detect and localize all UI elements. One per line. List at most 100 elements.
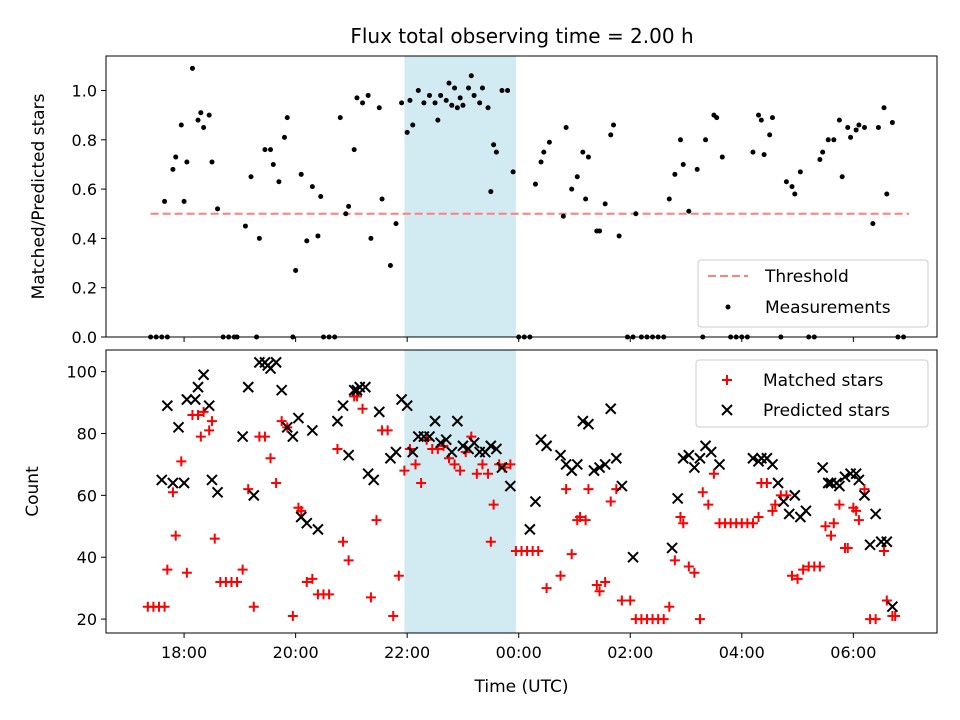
measurement-point [505,88,511,94]
predicted-star-point [627,551,639,563]
x-tick-label: 06:00 [830,643,876,662]
matched-star-point [243,484,254,495]
predicted-star-point [203,399,215,412]
matched-star-point [343,555,354,566]
matched-star-point [296,505,307,516]
measurement-point [889,120,895,126]
matched-star-point [842,542,853,553]
measurements-legend-label: Measurements [765,298,891,318]
matched-star-point [870,614,881,625]
predicted-star-point [211,486,224,498]
predicted-star-point [161,399,174,412]
measurement-point [861,124,867,130]
measurement-point [201,124,207,130]
measurement-point [538,159,544,165]
measurement-point [597,228,603,234]
measurement-point [284,115,290,121]
measurement-point [703,137,709,143]
measurement-point [825,137,831,143]
x-tick-label: 00:00 [496,643,542,662]
measurement-point [585,154,591,160]
matched-star-point [477,459,488,470]
predicted-star-point [582,418,595,430]
matched-star-point [533,546,544,557]
predicted-star-point [529,495,542,508]
matched-star-point [675,512,686,523]
predicted-star-point [864,539,876,551]
predicted-star-point [342,449,355,461]
measurement-point [432,100,438,106]
predicted-star-point [306,424,319,437]
matched-star-point [170,530,181,541]
matched-star-point [575,512,586,523]
matched-star-point [834,499,845,510]
predicted-star-point [554,449,567,461]
y-tick-label: 0.6 [72,180,97,199]
measurement-point [206,112,212,118]
matched-star-point [767,505,778,516]
matched-star-point [307,573,318,584]
matched-star-point [786,570,797,581]
measurement-point [611,122,617,128]
predicted-star-point [858,489,871,502]
predicted-star-point [270,356,282,369]
predicted-star-point [242,381,254,393]
measurement-point [510,169,516,175]
measurement-point [351,147,357,153]
matched-star-point [828,518,839,529]
predicted-star-point [853,474,865,486]
matched-star-point [287,610,298,621]
matched-star-point [193,409,204,420]
predicted-star-point [490,443,503,455]
matched-star-point [669,555,680,566]
predicted-star-point [301,517,313,529]
matched-star-point [505,459,516,470]
predicted-star-point [390,446,402,458]
measurement-point [376,105,382,111]
measurement-point [479,85,485,91]
ratio-plot-area [148,65,910,340]
predicted-star-point [156,474,168,486]
measurement-point [817,157,823,163]
measurement-point [256,235,262,241]
measurement-point [856,122,862,128]
measurement-point [488,189,494,195]
predicted-star-point [666,542,678,554]
predicted-star-point [331,415,344,427]
matched-star-point [881,595,892,606]
ratio-y-axis-label: Matched/Predicted stars [29,93,49,299]
matched-star-point [555,570,566,581]
measurement-point [460,102,466,108]
threshold-legend-label: Threshold [764,267,849,287]
matched-star-point [232,576,243,587]
measurement-point [769,115,775,121]
measurement-point [580,149,586,155]
y-tick-label: 0.4 [72,229,97,248]
measurement-point [694,166,700,172]
predicted-star-point [540,440,553,452]
measurement-point [415,88,421,94]
measurement-point [466,85,472,91]
matched-star-point [625,595,636,606]
y-tick-label: 20 [77,610,97,629]
measurement-point [831,137,837,143]
predicted-star-point [401,399,413,412]
measurement-point [184,159,190,165]
measurement-point [477,100,483,106]
count-plot-area [142,356,901,625]
matched-legend-label: Matched stars [763,371,883,391]
predicted-star-point [178,477,190,489]
matched-star-point [820,521,831,532]
predicted-star-point [429,415,441,427]
matched-star-point [616,595,627,606]
y-tick-label: 0.2 [72,279,97,298]
predicted-star-point [359,381,372,393]
matched-star-point [483,468,494,479]
measurement-point [758,117,764,123]
measurement-point [170,166,176,172]
predicted-star-point [275,384,288,396]
measurement-point [714,115,720,121]
measurement-point [449,102,455,108]
predicted-star-point [206,474,218,486]
